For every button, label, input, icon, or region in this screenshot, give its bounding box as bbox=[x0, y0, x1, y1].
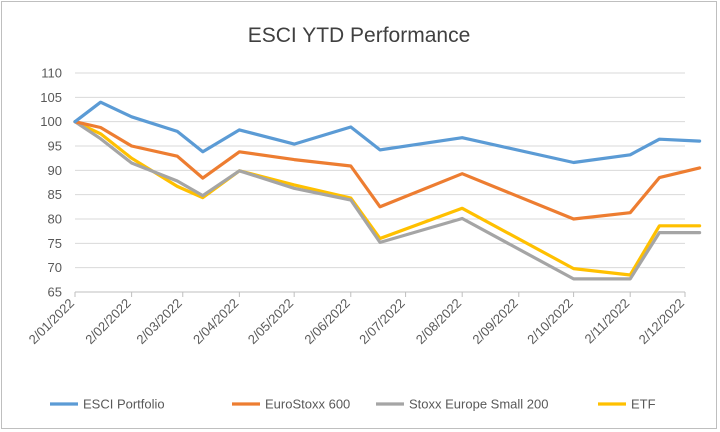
y-tick-label: 90 bbox=[48, 163, 62, 178]
chart-title: ESCI YTD Performance bbox=[248, 24, 471, 47]
x-tick-label: 2/11/2022 bbox=[582, 296, 633, 347]
legend: ESCI Portfolio EuroStoxx 600 Stoxx Europe … bbox=[50, 397, 656, 412]
legend-label: Stoxx Europe Small 200 bbox=[409, 397, 548, 412]
x-tick-label: 2/12/2022 bbox=[636, 296, 688, 348]
y-tick-label: 105 bbox=[40, 90, 62, 105]
x-tick-label: 2/02/2022 bbox=[82, 296, 134, 348]
x-tick-label: 2/08/2022 bbox=[413, 296, 465, 348]
legend-label: ETF bbox=[631, 397, 656, 412]
series-lines bbox=[73, 100, 702, 281]
y-tick-label: 80 bbox=[48, 212, 62, 227]
x-tick-label: 2/05/2022 bbox=[245, 296, 297, 348]
x-tick-label: 2/10/2022 bbox=[524, 296, 576, 348]
x-tick-label: 2/07/2022 bbox=[356, 296, 408, 348]
legend-label: ESCI Portfolio bbox=[83, 397, 165, 412]
y-tick-label: 85 bbox=[48, 187, 62, 202]
series-line-esci-portfolio bbox=[73, 100, 702, 165]
gridlines bbox=[75, 72, 685, 293]
x-tick-label: 2/04/2022 bbox=[190, 296, 242, 348]
y-tick-label: 110 bbox=[41, 66, 62, 81]
y-tick-label: 75 bbox=[48, 236, 62, 251]
legend-label: EuroStoxx 600 bbox=[265, 397, 350, 412]
y-tick-label: 95 bbox=[48, 139, 62, 154]
series-line-etf bbox=[73, 120, 702, 277]
x-tick-label: 2/09/2022 bbox=[469, 296, 521, 348]
x-tick-label: 2/06/2022 bbox=[301, 296, 353, 348]
y-tick-label: 65 bbox=[48, 285, 62, 300]
x-tick-label: 2/03/2022 bbox=[133, 296, 185, 348]
series-line-eurostoxx-600 bbox=[73, 120, 702, 221]
x-tick-label: 2/01/2022 bbox=[26, 296, 78, 348]
y-tick-label: 100 bbox=[40, 114, 62, 129]
y-tick-label: 70 bbox=[48, 260, 62, 275]
series-line-stoxx-europe-small-200 bbox=[73, 120, 702, 281]
